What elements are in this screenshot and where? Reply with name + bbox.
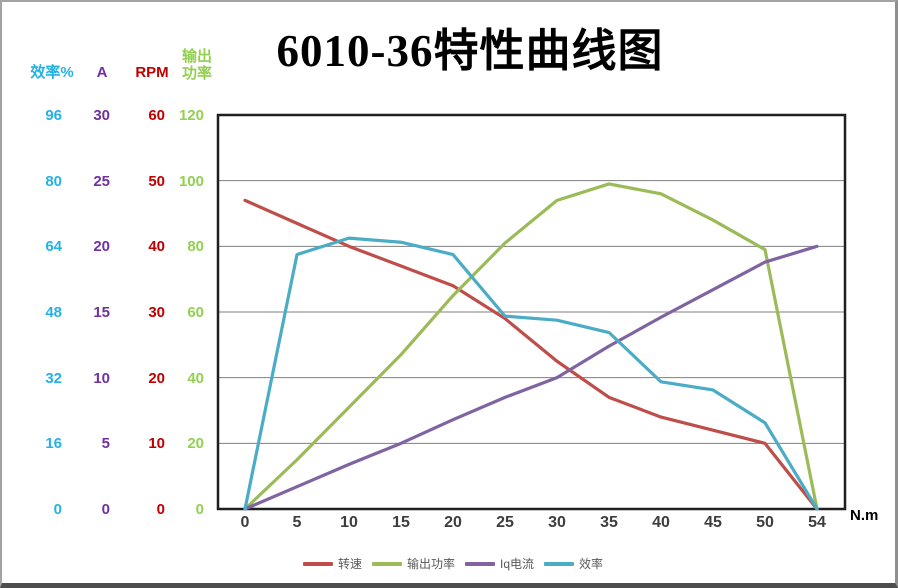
y-tick-efficiency-48: 48 [45,304,62,321]
legend-swatch-Iq电流 [465,561,496,566]
x-axis-unit-label: N.m [850,507,879,524]
y-axis-header-current: A [96,64,108,81]
y-tick-rpm-10: 10 [148,435,165,453]
x-tick-35: 35 [600,514,618,531]
x-tick-40: 40 [652,514,670,531]
y-tick-rpm-40: 40 [148,238,165,256]
plot-border [216,113,847,511]
y-tick-power-20: 20 [187,435,204,453]
y-tick-power-60: 60 [187,304,204,321]
x-tick-30: 30 [548,514,566,531]
y-tick-current-25: 25 [93,172,110,190]
y-tick-power-80: 80 [187,238,204,256]
x-tick-5: 5 [292,514,302,531]
series-line-Iq电流 [243,244,819,511]
legend-swatch-输出功率 [372,561,403,566]
x-tick-15: 15 [392,514,410,531]
x-tick-0: 0 [240,514,250,531]
legend-label-效率: 效率 [579,557,604,571]
series-line-效率 [243,236,819,511]
y-tick-power-100: 100 [178,172,204,190]
legend-item-效率: 效率 [544,555,603,572]
y-tick-rpm-30: 30 [148,304,165,321]
y-axis-header-efficiency: 效率% [30,64,74,81]
x-tick-45: 45 [704,514,722,531]
legend-label-输出功率: 输出功率 [407,557,456,571]
legend-item-Iq电流: Iq电流 [465,555,534,572]
x-tick-50: 50 [756,514,774,531]
y-tick-efficiency-16: 16 [45,435,62,453]
legend-swatch-效率 [544,561,575,566]
y-tick-efficiency-32: 32 [45,369,62,387]
y-axis-header-rpm: RPM [135,64,169,81]
series-line-输出功率 [243,182,819,511]
y-tick-rpm-20: 20 [148,369,165,387]
x-tick-20: 20 [444,514,462,531]
y-tick-current-0: 0 [101,501,110,518]
y-tick-current-15: 15 [93,304,110,321]
y-tick-current-20: 20 [93,238,110,256]
y-tick-current-30: 30 [93,107,110,124]
chart-title: 6010-36特性曲线图 [276,26,664,76]
legend-swatch-转速 [303,561,333,566]
y-tick-power-40: 40 [187,369,204,387]
y-tick-efficiency-96: 96 [45,107,62,124]
x-tick-25: 25 [496,514,514,531]
y-tick-current-10: 10 [93,369,110,387]
legend-label-Iq电流: Iq电流 [500,557,535,571]
y-tick-rpm-60: 60 [148,107,165,124]
legend-item-输出功率: 输出功率 [372,555,455,572]
y-tick-current-5: 5 [101,435,110,453]
y-tick-efficiency-64: 64 [45,238,62,256]
y-tick-power-120: 120 [178,107,204,124]
y-axis-header-power: 输出功率 [181,48,212,83]
legend-label-转速: 转速 [338,557,363,571]
y-tick-efficiency-0: 0 [53,501,62,518]
y-tick-rpm-0: 0 [156,501,165,518]
y-tick-rpm-50: 50 [148,172,165,190]
x-tick-54: 54 [808,514,826,531]
x-tick-10: 10 [340,514,358,531]
legend-item-转速: 转速 [303,555,362,572]
y-tick-efficiency-80: 80 [45,172,62,190]
legend: 转速 输出功率 Iq电流 效率 [303,555,613,572]
y-tick-power-0: 0 [195,501,204,518]
